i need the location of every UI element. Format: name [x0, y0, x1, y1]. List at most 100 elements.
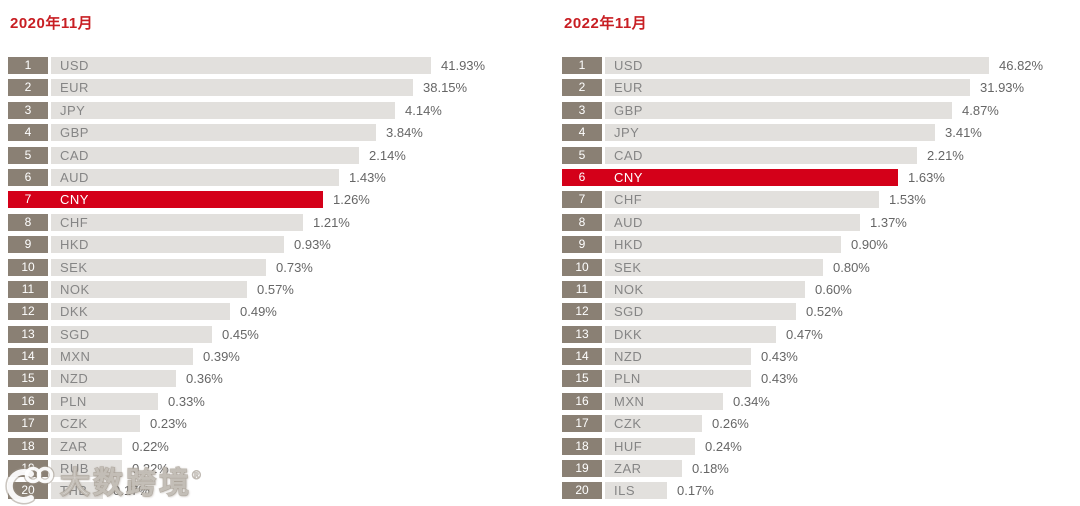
currency-code: CNY — [60, 192, 89, 208]
rank-badge: 19 — [8, 460, 48, 478]
currency-bar: RUB — [51, 460, 122, 478]
value-label: 46.82% — [999, 58, 1044, 73]
currency-code: SGD — [614, 304, 644, 320]
value-label: 1.26% — [333, 192, 370, 208]
rank-badge: 4 — [8, 124, 48, 142]
chart-row-rub: 19 RUB 0.22% — [8, 460, 538, 478]
currency-code: MXN — [614, 393, 645, 409]
rank-badge: 8 — [8, 213, 48, 231]
value-label: 0.34% — [733, 393, 770, 409]
currency-bar: SEK — [605, 258, 823, 276]
chart-row-usd: 1 USD 46.82% — [562, 57, 1078, 74]
currency-bar: DKK — [51, 303, 230, 321]
rank-badge: 9 — [8, 236, 48, 254]
currency-bar: SEK — [51, 258, 266, 276]
currency-bar: ILS — [605, 482, 667, 500]
chart-row-gbp: 4 GBP 3.84% — [8, 124, 538, 142]
currency-code: ZAR — [614, 461, 642, 477]
rank-badge: 14 — [562, 348, 602, 366]
value-label: 0.90% — [851, 237, 888, 253]
value-label: 0.57% — [257, 281, 294, 297]
currency-code: NZD — [614, 349, 643, 365]
rank-bar-gap — [48, 191, 51, 209]
value-label: 1.63% — [908, 169, 945, 185]
currency-code: DKK — [614, 326, 643, 342]
rank-badge: 10 — [562, 258, 602, 276]
value-label: 0.24% — [705, 438, 742, 454]
rank-badge: 19 — [562, 460, 602, 478]
rank-badge: 17 — [562, 415, 602, 433]
chart-row-dkk: 12 DKK 0.49% — [8, 303, 538, 321]
rank-badge: 11 — [8, 280, 48, 298]
value-label: 0.23% — [150, 416, 187, 432]
rank-badge: 2 — [8, 79, 48, 97]
currency-code: CZK — [614, 416, 642, 432]
value-label: 0.47% — [786, 326, 823, 342]
currency-bar: NOK — [605, 280, 805, 298]
chart-row-nok: 11 NOK 0.57% — [8, 280, 538, 298]
value-label: 0.17% — [677, 483, 714, 499]
currency-bar: CNY — [51, 191, 323, 209]
currency-bar: SGD — [51, 325, 212, 343]
value-label: 0.22% — [132, 438, 169, 454]
currency-code: CAD — [60, 147, 89, 163]
currency-bar: CZK — [605, 415, 702, 433]
currency-code: EUR — [60, 80, 89, 96]
chart-row-eur: 2 EUR 38.15% — [8, 79, 538, 97]
currency-bar: PLN — [51, 392, 158, 410]
currency-code: NZD — [60, 371, 89, 387]
value-label: 41.93% — [441, 58, 486, 73]
value-label: 2.14% — [369, 147, 406, 163]
rank-badge: 11 — [562, 280, 602, 298]
value-label: 0.18% — [692, 461, 729, 477]
currency-code: HUF — [614, 438, 643, 454]
currency-bar: CHF — [605, 191, 879, 209]
chart-row-huf: 18 HUF 0.24% — [562, 437, 1078, 455]
currency-code: NOK — [614, 281, 644, 297]
currency-code: THB — [60, 483, 88, 499]
rank-badge: 14 — [8, 348, 48, 366]
chart-row-mxn: 16 MXN 0.34% — [562, 392, 1078, 410]
currency-bar: MXN — [51, 348, 193, 366]
chart-row-chf: 8 CHF 1.21% — [8, 213, 538, 231]
currency-bar: NOK — [51, 280, 247, 298]
currency-bar: CHF — [51, 213, 303, 231]
chart-row-czk: 17 CZK 0.23% — [8, 415, 538, 433]
rank-badge: 2 — [562, 79, 602, 97]
chart-row-aud: 8 AUD 1.37% — [562, 213, 1078, 231]
currency-code: CAD — [614, 147, 643, 163]
currency-code: PLN — [614, 371, 641, 387]
currency-bar: AUD — [605, 213, 860, 231]
currency-bar: CNY — [605, 168, 898, 186]
value-label: 31.93% — [980, 80, 1025, 96]
rank-badge: 3 — [8, 101, 48, 119]
chart-row-pln: 16 PLN 0.33% — [8, 392, 538, 410]
value-label: 3.41% — [945, 125, 982, 141]
rank-badge: 16 — [8, 392, 48, 410]
currency-bar: ZAR — [605, 460, 682, 478]
currency-code: DKK — [60, 304, 89, 320]
value-label: 2.21% — [927, 147, 964, 163]
chart-panel-2020: 2020年11月 1 USD 41.93% 2 EUR 38.15% 3 JPY 4.14% 4 G… — [8, 0, 538, 506]
currency-code: MXN — [60, 349, 91, 365]
rank-badge: 6 — [8, 168, 48, 186]
currency-code: ZAR — [60, 438, 88, 454]
currency-code: SGD — [60, 326, 90, 342]
currency-bar: JPY — [51, 101, 395, 119]
chart-rows-2020: 1 USD 41.93% 2 EUR 38.15% 3 JPY 4.14% 4 GBP 3.84% 5 C… — [8, 57, 538, 505]
rank-badge: 5 — [562, 146, 602, 164]
currency-bar: CZK — [51, 415, 140, 433]
chart-row-zar: 18 ZAR 0.22% — [8, 437, 538, 455]
currency-code: CZK — [60, 416, 88, 432]
currency-code: USD — [60, 58, 89, 73]
currency-code: GBP — [614, 102, 643, 118]
chart-row-cny: 6 CNY 1.63% — [562, 168, 1078, 186]
value-label: 0.73% — [276, 259, 313, 275]
rank-badge: 7 — [562, 191, 602, 209]
currency-bar: PLN — [605, 370, 751, 388]
currency-code: SEK — [60, 259, 88, 275]
value-label: 4.87% — [962, 102, 999, 118]
rank-badge: 13 — [562, 325, 602, 343]
chart-row-thb: 20 THB 0.17% — [8, 482, 538, 500]
